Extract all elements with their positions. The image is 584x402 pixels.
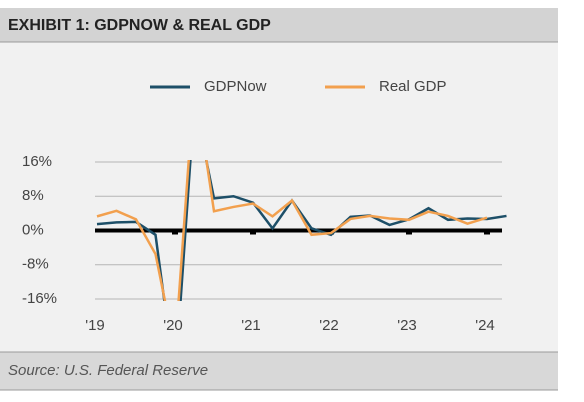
- x-tick: [406, 228, 412, 235]
- legend-label: GDPNow: [204, 78, 267, 95]
- plot-area: [96, 160, 507, 301]
- header-band: [0, 8, 558, 42]
- chart-title: EXHIBIT 1: GDPNOW & REAL GDP: [8, 17, 271, 34]
- source-note: Source: U.S. Federal Reserve: [8, 362, 208, 379]
- x-tick: [250, 228, 256, 235]
- y-tick-label: 16%: [22, 153, 52, 170]
- x-tick-label: '20: [163, 317, 183, 334]
- y-tick-label: -16%: [22, 290, 57, 307]
- x-tick-label: '19: [85, 317, 105, 334]
- y-tick-label: -8%: [22, 256, 49, 273]
- y-tick-label: 0%: [22, 221, 44, 238]
- x-tick: [172, 228, 178, 235]
- x-tick-label: '21: [241, 317, 261, 334]
- x-tick: [328, 228, 334, 235]
- x-tick-label: '22: [319, 317, 339, 334]
- series-line: [96, 160, 488, 301]
- panel: [0, 8, 558, 390]
- x-tick-label: '24: [475, 317, 495, 334]
- x-tick-label: '23: [397, 317, 417, 334]
- y-tick-label: 8%: [22, 187, 44, 204]
- legend-label: Real GDP: [379, 78, 447, 95]
- x-tick: [484, 228, 490, 235]
- footer-band: [0, 352, 558, 390]
